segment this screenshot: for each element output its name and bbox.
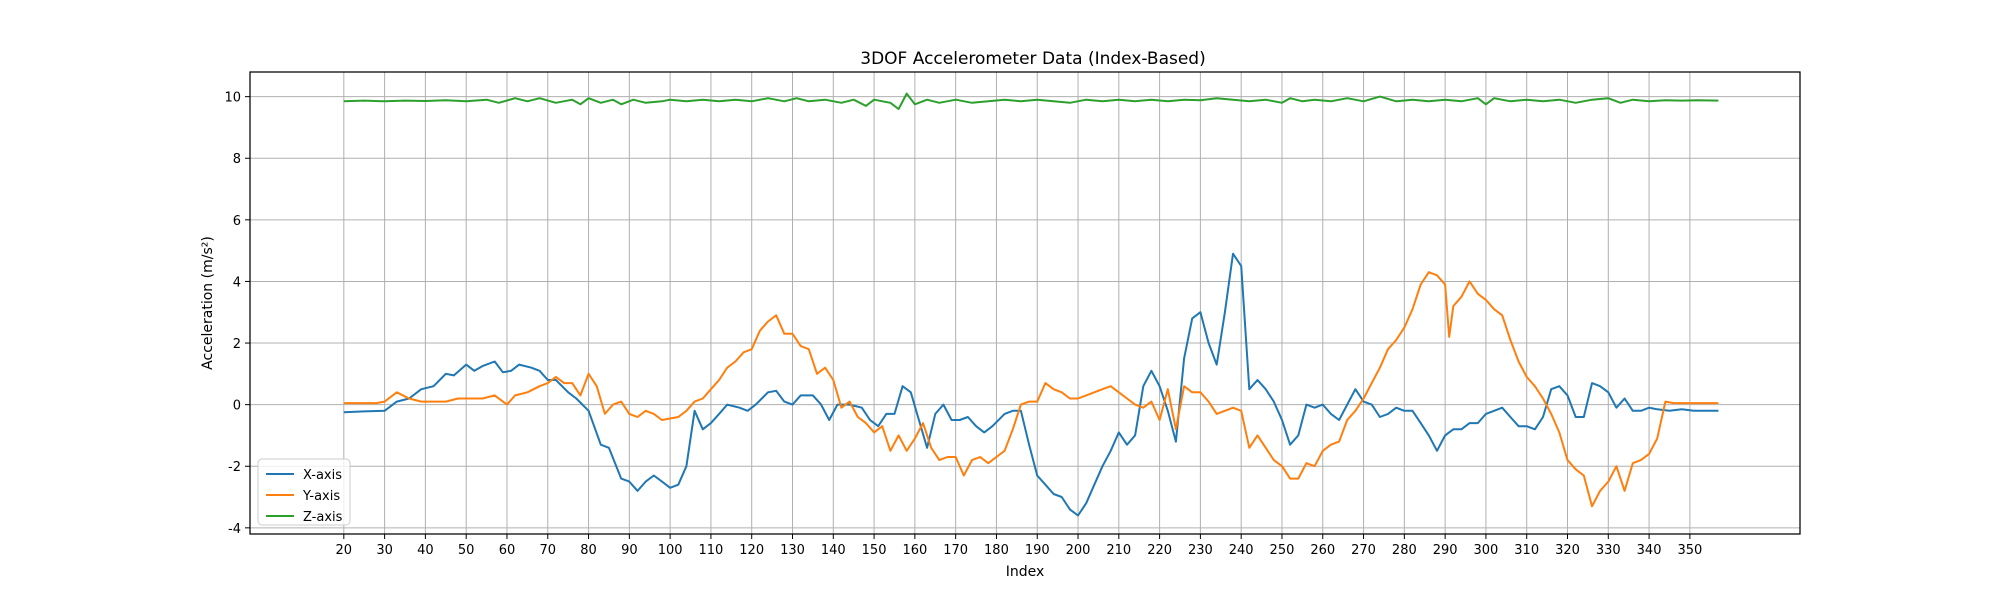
x-tick-label: 280	[1392, 543, 1417, 558]
x-tick-label: 350	[1677, 543, 1702, 558]
x-tick-label: 270	[1351, 543, 1376, 558]
y-tick-label: 10	[224, 91, 241, 106]
series-lines	[343, 92, 1719, 517]
y-tick-label: -2	[228, 460, 241, 475]
axis-ticks: 20 30 40 50 60 70 80 90 100 110 120 130 140 150 160 170…	[224, 91, 1702, 558]
x-tick-label: 290	[1433, 543, 1458, 558]
x-tick-label: 90	[621, 543, 638, 558]
legend-label-y-axis: Y-axis	[302, 489, 340, 504]
x-tick-label: 30	[376, 543, 393, 558]
x-tick-label: 210	[1106, 543, 1131, 558]
series-line-x-axis	[343, 252, 1719, 517]
x-tick-label: 110	[699, 543, 724, 558]
legend-label-x-axis: X-axis	[303, 468, 342, 483]
x-tick-label: 170	[943, 543, 968, 558]
legend: X-axis Y-axis Z-axis	[257, 458, 351, 526]
y-tick-label: 6	[233, 214, 241, 229]
legend-entries: X-axis Y-axis Z-axis	[266, 468, 343, 525]
y-tick-label: 8	[233, 152, 241, 167]
x-tick-label: 60	[499, 543, 516, 558]
x-tick-label: 320	[1555, 543, 1580, 558]
x-tick-label: 140	[821, 543, 846, 558]
x-tick-label: 50	[458, 543, 475, 558]
x-tick-label: 300	[1474, 543, 1499, 558]
chart-title: 3DOF Accelerometer Data (Index-Based)	[860, 49, 1205, 69]
x-tick-label: 310	[1514, 543, 1539, 558]
grid-lines	[250, 72, 1800, 534]
x-axis-label: Index	[1006, 564, 1045, 580]
x-tick-label: 160	[902, 543, 927, 558]
x-tick-label: 150	[862, 543, 887, 558]
x-tick-label: 40	[417, 543, 434, 558]
x-tick-label: 80	[580, 543, 597, 558]
x-tick-label: 130	[780, 543, 805, 558]
x-tick-label: 20	[336, 543, 353, 558]
series-line-z-axis	[343, 92, 1719, 110]
x-tick-label: 260	[1310, 543, 1335, 558]
x-tick-label: 200	[1066, 543, 1091, 558]
y-tick-label: 4	[233, 275, 241, 290]
x-tick-label: 120	[739, 543, 764, 558]
x-tick-label: 250	[1270, 543, 1295, 558]
x-tick-label: 340	[1637, 543, 1662, 558]
plot-area: 20 30 40 50 60 70 80 90 100 110 120 130 140 150 160 170…	[224, 71, 1801, 558]
y-tick-label: 2	[233, 337, 241, 352]
x-tick-label: 330	[1596, 543, 1621, 558]
legend-label-z-axis: Z-axis	[303, 510, 343, 525]
x-tick-label: 220	[1147, 543, 1172, 558]
y-tick-label: -4	[228, 522, 241, 537]
legend-box	[257, 458, 351, 526]
x-tick-label: 240	[1229, 543, 1254, 558]
plot-frame	[249, 71, 1801, 535]
x-tick-label: 230	[1188, 543, 1213, 558]
x-tick-label: 190	[1025, 543, 1050, 558]
x-tick-label: 100	[658, 543, 683, 558]
x-tick-label: 70	[539, 543, 556, 558]
y-tick-label: 0	[233, 399, 241, 414]
y-axis-label: Acceleration (m/s²)	[200, 236, 216, 370]
x-tick-label: 180	[984, 543, 1009, 558]
series-line-y-axis	[343, 271, 1719, 508]
